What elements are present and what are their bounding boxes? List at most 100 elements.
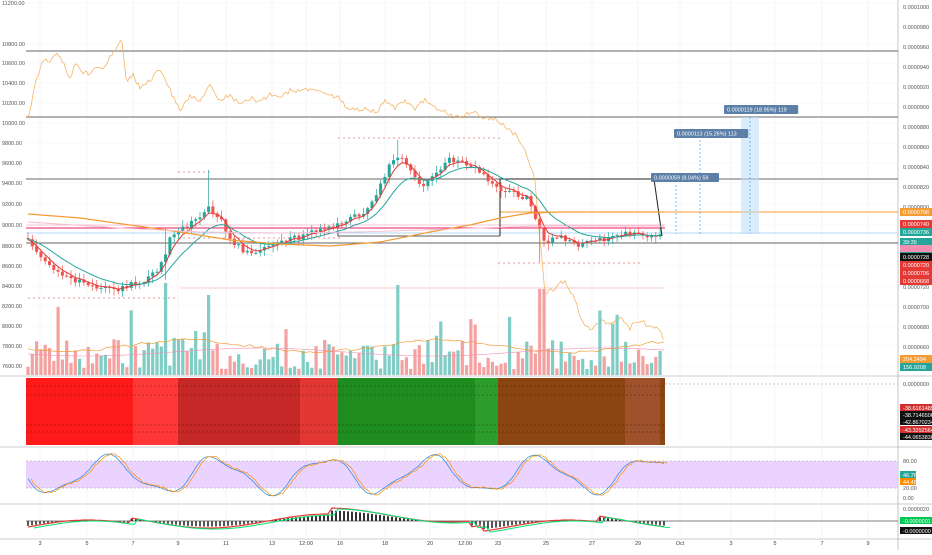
macd-histogram-bar [319,516,321,521]
volume-bar [504,363,507,375]
volume-bar [465,365,468,375]
volume-bar [358,353,361,375]
volume-bar [379,369,382,375]
candle-body [100,288,103,289]
momentum-block [625,378,660,445]
right-price-label: 0.0000820 [903,185,929,191]
volume-bar [435,336,438,375]
volume-bar [336,354,339,375]
macd-histogram-bar [191,521,193,526]
price-label: 8800.00 [2,244,22,250]
volume-bar [194,331,197,375]
volume-bar [315,346,318,375]
volume-bar [155,342,158,375]
right-price-label: 0.0000960 [903,45,929,51]
candle-body [396,158,399,160]
macd-histogram-bar [407,519,409,521]
candle-body [250,251,253,253]
price-label: 9200.00 [2,202,22,208]
measure-tag-3: 0.0000059 (8.04%) 59 [654,176,708,182]
volume-bar [263,349,266,375]
volume-bar [173,338,176,375]
volume-bar [216,344,219,375]
osc3-label: 0.0000020 [903,507,929,513]
macd-histogram-bar [515,521,517,525]
osc2-label: 80.00 [903,459,917,465]
candle-body [543,228,546,240]
candle-body [173,234,176,237]
time-label: 23 [495,541,501,547]
volume-bar [478,363,481,375]
candle-body [508,191,511,192]
candle-body [207,206,210,212]
macd-histogram-bar [371,514,373,521]
volume-bar [190,348,193,375]
volume-bar [229,356,232,375]
macd-histogram-bar [175,521,177,525]
volume-bar [487,358,490,375]
candle-body [151,272,154,276]
volume-bar [366,346,369,375]
volume-bar [542,289,545,375]
volume-bar [52,361,55,375]
volume-bar [95,353,98,375]
time-label: 3 [729,541,732,547]
volume-bar [491,362,494,375]
volume-bar [590,360,593,375]
price-tag: 204.2494 [903,357,926,363]
volume-bar [91,363,94,375]
macd-histogram-bar [235,521,237,525]
volume-bar [628,363,631,375]
time-label: 12:00 [299,541,313,547]
candle-body [358,214,361,216]
volume-bar [581,359,584,375]
macd-histogram-bar [359,512,361,521]
price-tag: 156.9208 [903,365,926,371]
momentum-block [133,378,178,445]
candle-body [482,173,485,175]
volume-bar [272,357,275,375]
macd-histogram-bar [499,521,501,527]
volume-bar [525,342,528,375]
candle-body [237,244,240,245]
volume-bar [259,359,262,375]
volume-bar [151,349,154,375]
price-tag: 0.0000736 [903,230,929,236]
volume-bar [353,358,356,375]
volume-bar [224,369,227,375]
macd-histogram-bar [195,521,197,526]
volume-bar [547,348,550,375]
candle-body [57,270,60,272]
macd-histogram-bar [243,521,245,524]
candle-body [293,236,296,238]
right-price-label: 0.0000860 [903,145,929,151]
volume-bar [654,357,657,375]
volume-bar [134,346,137,375]
macd-histogram-bar [207,521,209,527]
momentum-block [475,378,498,445]
candle-body [392,160,395,164]
volume-bar [237,354,240,375]
volume-bar [564,362,567,375]
volume-bar [302,351,305,375]
candle-body [254,253,257,254]
price-label: 9000.00 [2,223,22,229]
macd-histogram-bar [163,521,165,523]
volume-bar [512,369,515,375]
macd-histogram-bar [339,511,341,521]
price-label: 10800.00 [2,42,25,48]
candle-body [74,278,77,282]
candle-body [48,261,51,265]
price-label: 9800.00 [2,141,22,147]
macd-histogram-bar [327,515,329,521]
volume-bar [499,364,502,375]
macd-histogram-bar [491,521,493,528]
volume-bar [375,360,378,375]
time-label: 9 [176,541,179,547]
macd-histogram-bar [647,521,649,524]
candle-body [181,227,184,232]
candle-body [194,219,197,221]
macd-histogram-bar [527,521,529,523]
